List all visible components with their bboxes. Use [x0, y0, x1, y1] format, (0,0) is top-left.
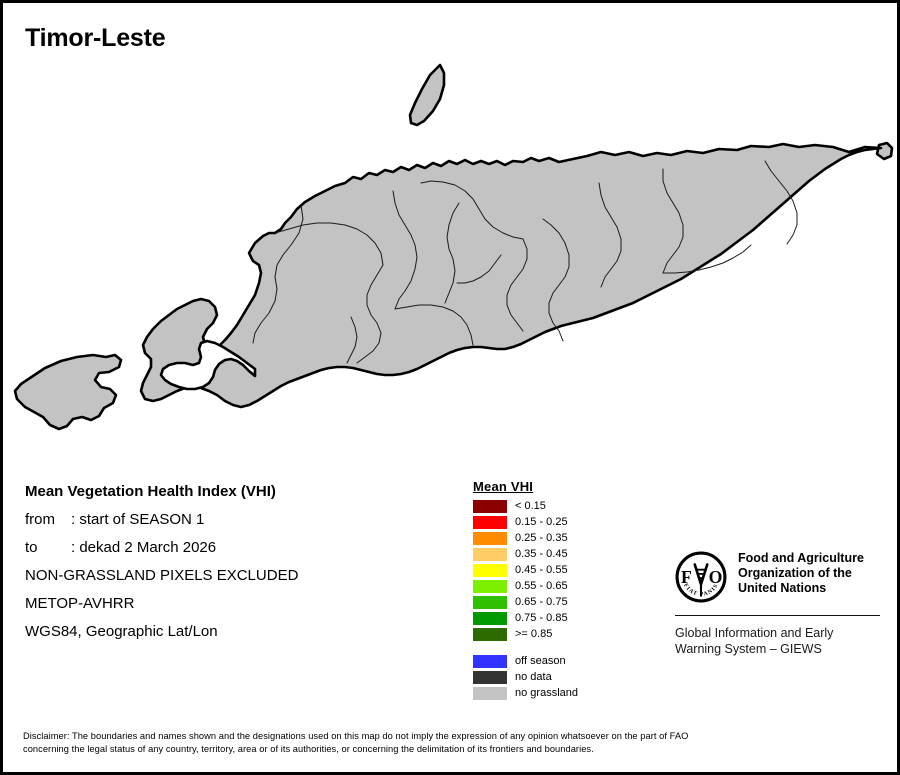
metadata-projection: WGS84, Geographic Lat/Lon	[25, 623, 218, 640]
fao-org-line2: Organization of the	[738, 566, 852, 580]
svg-text:O: O	[709, 567, 723, 587]
legend-class-label: 0.35 - 0.45	[515, 548, 568, 560]
legend-class-swatch	[473, 579, 507, 593]
legend-class-row: >= 0.85	[473, 626, 653, 642]
legend-class-swatch	[473, 515, 507, 529]
disclaimer: Disclaimer: The boundaries and names sho…	[23, 730, 879, 755]
legend-class-swatch	[473, 531, 507, 545]
legend-class-label: 0.55 - 0.65	[515, 580, 568, 592]
fao-emblem-icon: F O FIAT PANIS	[675, 551, 727, 603]
fao-system-line2: Warning System – GIEWS	[675, 642, 822, 656]
legend-class-row: 0.55 - 0.65	[473, 578, 653, 594]
timor-leste-map	[13, 63, 894, 431]
mainland-timor	[139, 142, 883, 409]
metadata-heading: Mean Vegetation Health Index (VHI)	[25, 483, 276, 500]
legend-class-row: 0.75 - 0.85	[473, 610, 653, 626]
district-boundaries	[252, 160, 798, 364]
legend-class-swatch	[473, 611, 507, 625]
disclaimer-line1: Disclaimer: The boundaries and names sho…	[23, 731, 689, 741]
fao-logo-row: F O FIAT PANIS Food and Agriculture Orga…	[675, 551, 880, 603]
map-metadata: Mean Vegetation Health Index (VHI) from:…	[25, 483, 445, 651]
metadata-to-value: : dekad 2 March 2026	[71, 539, 217, 556]
svg-text:F: F	[681, 567, 692, 587]
legend-class-label: 0.45 - 0.55	[515, 564, 568, 576]
metadata-from-key: from	[25, 511, 55, 528]
legend-class-label: < 0.15	[515, 500, 546, 512]
legend-class-row: 0.25 - 0.35	[473, 530, 653, 546]
legend-class-row: < 0.15	[473, 498, 653, 514]
fao-system-line1: Global Information and Early	[675, 626, 834, 640]
fao-org-line3: United Nations	[738, 581, 827, 595]
exclave-oecusse	[13, 353, 123, 431]
legend-special-row: no grassland	[473, 685, 653, 701]
legend-class-label: 0.65 - 0.75	[515, 596, 568, 608]
fao-branding: F O FIAT PANIS Food and Agriculture Orga…	[675, 551, 880, 657]
legend-class-row: 0.35 - 0.45	[473, 546, 653, 562]
legend-class-row: 0.65 - 0.75	[473, 594, 653, 610]
legend-special-row: off season	[473, 653, 653, 669]
legend-special-label: no grassland	[515, 687, 578, 699]
legend-class-swatch	[473, 499, 507, 513]
legend-class-list: < 0.15 0.15 - 0.25 0.25 - 0.35 0.35 - 0.45 0…	[473, 498, 653, 642]
island-jaco	[875, 141, 894, 161]
fao-divider	[675, 615, 880, 616]
legend-special-row: no data	[473, 669, 653, 685]
legend-class-swatch	[473, 627, 507, 641]
metadata-mask: NON-GRASSLAND PIXELS EXCLUDED	[25, 567, 299, 584]
legend-spacer	[473, 642, 653, 653]
metadata-from-value: : start of SEASON 1	[71, 511, 205, 528]
legend-special-label: no data	[515, 671, 552, 683]
metadata-from-row: from : start of SEASON 1	[25, 511, 445, 528]
legend-class-label: >= 0.85	[515, 628, 553, 640]
fao-org-name: Food and Agriculture Organization of the…	[738, 551, 864, 596]
page-title: Timor-Leste	[25, 24, 166, 52]
disclaimer-line2: concerning the legal status of any count…	[23, 743, 594, 754]
island-atauro	[408, 63, 446, 127]
legend-class-label: 0.75 - 0.85	[515, 612, 568, 624]
legend-class-label: 0.15 - 0.25	[515, 516, 568, 528]
legend-class-swatch	[473, 595, 507, 609]
legend-special-swatch	[473, 670, 507, 684]
metadata-to-key: to	[25, 539, 38, 556]
metadata-sensor: METOP-AVHRR	[25, 595, 135, 612]
bay-notch	[159, 339, 257, 391]
legend-class-label: 0.25 - 0.35	[515, 532, 568, 544]
legend-class-swatch	[473, 547, 507, 561]
legend-special-list: off season no data no grassland	[473, 653, 653, 701]
legend-title: Mean VHI	[473, 479, 534, 494]
fao-system-name: Global Information and Early Warning Sys…	[675, 625, 880, 657]
map-canvas	[3, 43, 897, 443]
legend-class-row: 0.45 - 0.55	[473, 562, 653, 578]
metadata-to-row: to : dekad 2 March 2026	[25, 539, 445, 556]
legend-class-row: 0.15 - 0.25	[473, 514, 653, 530]
legend-class-swatch	[473, 563, 507, 577]
legend-special-swatch	[473, 654, 507, 668]
map-legend: Mean VHI < 0.15 0.15 - 0.25 0.25 - 0.35 0.3…	[473, 479, 653, 701]
legend-special-label: off season	[515, 655, 566, 667]
legend-special-swatch	[473, 686, 507, 700]
fao-org-line1: Food and Agriculture	[738, 551, 864, 565]
